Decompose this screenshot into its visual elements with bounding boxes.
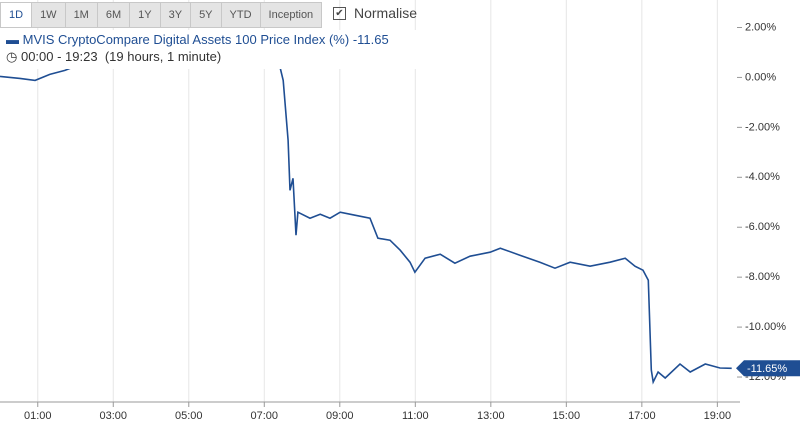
x-tick-label: 07:00 <box>251 410 279 422</box>
range-label: 00:00 - 19:23 <box>20 49 98 64</box>
legend: ▬ MVIS CryptoCompare Digital Assets 100 … <box>0 30 426 69</box>
range-buttons: 1D 1W 1M 6M 1Y 3Y 5Y YTD Inception <box>0 2 323 28</box>
range-button[interactable]: 1W <box>31 2 66 28</box>
range-button[interactable]: 1D <box>0 2 33 28</box>
y-tick-label: -10.00% <box>745 321 786 333</box>
y-tick-label: -2.00% <box>745 121 780 133</box>
normalise-toggle[interactable]: ✔ Normalise <box>333 5 417 21</box>
x-tick-label: 01:00 <box>24 410 52 422</box>
value-flag <box>736 360 800 377</box>
legend-entry: ▬ MVIS CryptoCompare Digital Assets 100 … <box>6 32 426 47</box>
x-tick-label: 03:00 <box>99 410 127 422</box>
x-tick-label: 15:00 <box>553 410 581 422</box>
y-tick-label: -4.00% <box>745 171 780 183</box>
range-button[interactable]: 1Y <box>129 2 161 28</box>
y-tick-label: -8.00% <box>745 271 780 283</box>
y-tick-label: -6.00% <box>745 221 780 233</box>
legend-swatch: ▬ <box>6 32 23 47</box>
x-tick-label: 11:00 <box>402 410 429 422</box>
x-tick-label: 05:00 <box>175 410 203 422</box>
range-button[interactable]: 5Y <box>190 2 222 28</box>
y-tick-label: 2.00% <box>745 21 776 33</box>
x-tick-label: 13:00 <box>477 410 505 422</box>
x-tick-label: 19:00 <box>704 410 732 422</box>
line <box>0 49 732 385</box>
range-button[interactable]: Inception <box>259 2 323 28</box>
legend-value: -11.65 <box>352 32 389 47</box>
range-button[interactable]: YTD <box>220 2 261 28</box>
value-label: -11.65% <box>747 363 787 375</box>
duration-label: (19 hours, 1 minute) <box>104 49 222 64</box>
y-tick-label: 0.00% <box>745 71 776 83</box>
range-info: ◷ 00:00 - 19:23 (19 hours, 1 minute) <box>6 49 222 64</box>
normalise-label[interactable]: Normalise <box>354 5 418 21</box>
range-button[interactable]: 6M <box>96 2 131 28</box>
range-button[interactable]: 3Y <box>159 2 192 28</box>
x-tick-label: 09:00 <box>326 410 354 422</box>
legend-label: MVIS CryptoCompare Digital Assets 100 Pr… <box>22 32 350 47</box>
checkbox[interactable]: ✔ <box>333 6 346 20</box>
range-button[interactable]: 1M <box>64 2 98 28</box>
x-tick-label: 17:00 <box>628 410 656 422</box>
